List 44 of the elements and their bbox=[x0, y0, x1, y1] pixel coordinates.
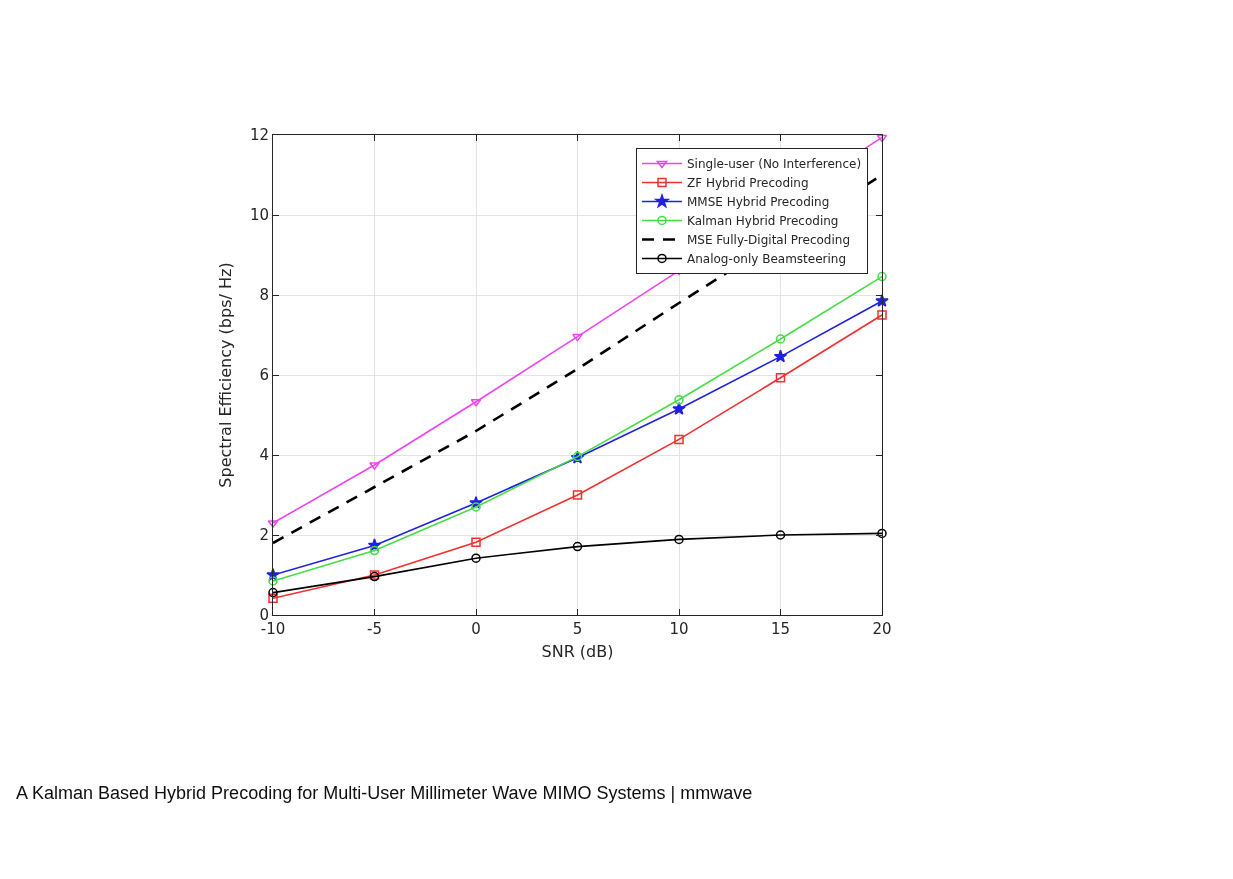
point bbox=[572, 333, 583, 342]
point bbox=[572, 490, 583, 500]
point bbox=[775, 530, 786, 540]
legend-label: Single-user (No Interference) bbox=[686, 157, 862, 172]
y-axis-title: Spectral Efficiency (bps/ Hz) bbox=[215, 262, 235, 488]
point bbox=[572, 541, 583, 552]
legend-label: Analog-only Beamsteering bbox=[686, 252, 847, 267]
point bbox=[471, 537, 481, 547]
legend-label: ZF Hybrid Precoding bbox=[686, 176, 809, 191]
y-tick-label: 12 bbox=[249, 126, 269, 145]
point bbox=[773, 349, 788, 363]
y-tick-label: 6 bbox=[259, 366, 269, 385]
legend-label: MMSE Hybrid Precoding bbox=[686, 195, 830, 210]
point bbox=[674, 434, 684, 445]
text: A Kalman Based Hybrid Precoding for Multi-User Millimeter Wave MIMO Systems | mmwave bbox=[16, 783, 753, 804]
y-tick-label: 8 bbox=[259, 286, 269, 305]
legend-label: MSE Fully-Digital Precoding bbox=[686, 233, 851, 248]
x-tick-label: 20 bbox=[872, 620, 892, 638]
x-tick-label: 10 bbox=[669, 620, 689, 638]
x-axis-title: SNR (dB) bbox=[541, 641, 614, 661]
point bbox=[877, 528, 887, 539]
point bbox=[268, 576, 278, 586]
point bbox=[674, 395, 684, 405]
point bbox=[674, 534, 684, 545]
point bbox=[775, 373, 786, 383]
point bbox=[672, 401, 686, 415]
point bbox=[369, 462, 380, 470]
point bbox=[775, 334, 786, 344]
point bbox=[268, 587, 278, 598]
x-tick-label: -5 bbox=[367, 620, 382, 638]
y-tick-label: 2 bbox=[259, 526, 269, 545]
point bbox=[876, 134, 888, 143]
point bbox=[369, 545, 380, 556]
point bbox=[268, 593, 278, 603]
legend-label: Kalman Hybrid Precoding bbox=[686, 214, 839, 229]
x-tick-label: 5 bbox=[572, 620, 583, 638]
point bbox=[877, 310, 887, 320]
y-tick-label: 4 bbox=[259, 446, 269, 465]
point bbox=[877, 271, 887, 282]
x-tick-label: 0 bbox=[471, 620, 481, 638]
x-tick-label: 15 bbox=[770, 620, 791, 638]
point bbox=[471, 553, 481, 563]
point bbox=[471, 502, 481, 512]
y-tick-label: 10 bbox=[249, 206, 269, 225]
